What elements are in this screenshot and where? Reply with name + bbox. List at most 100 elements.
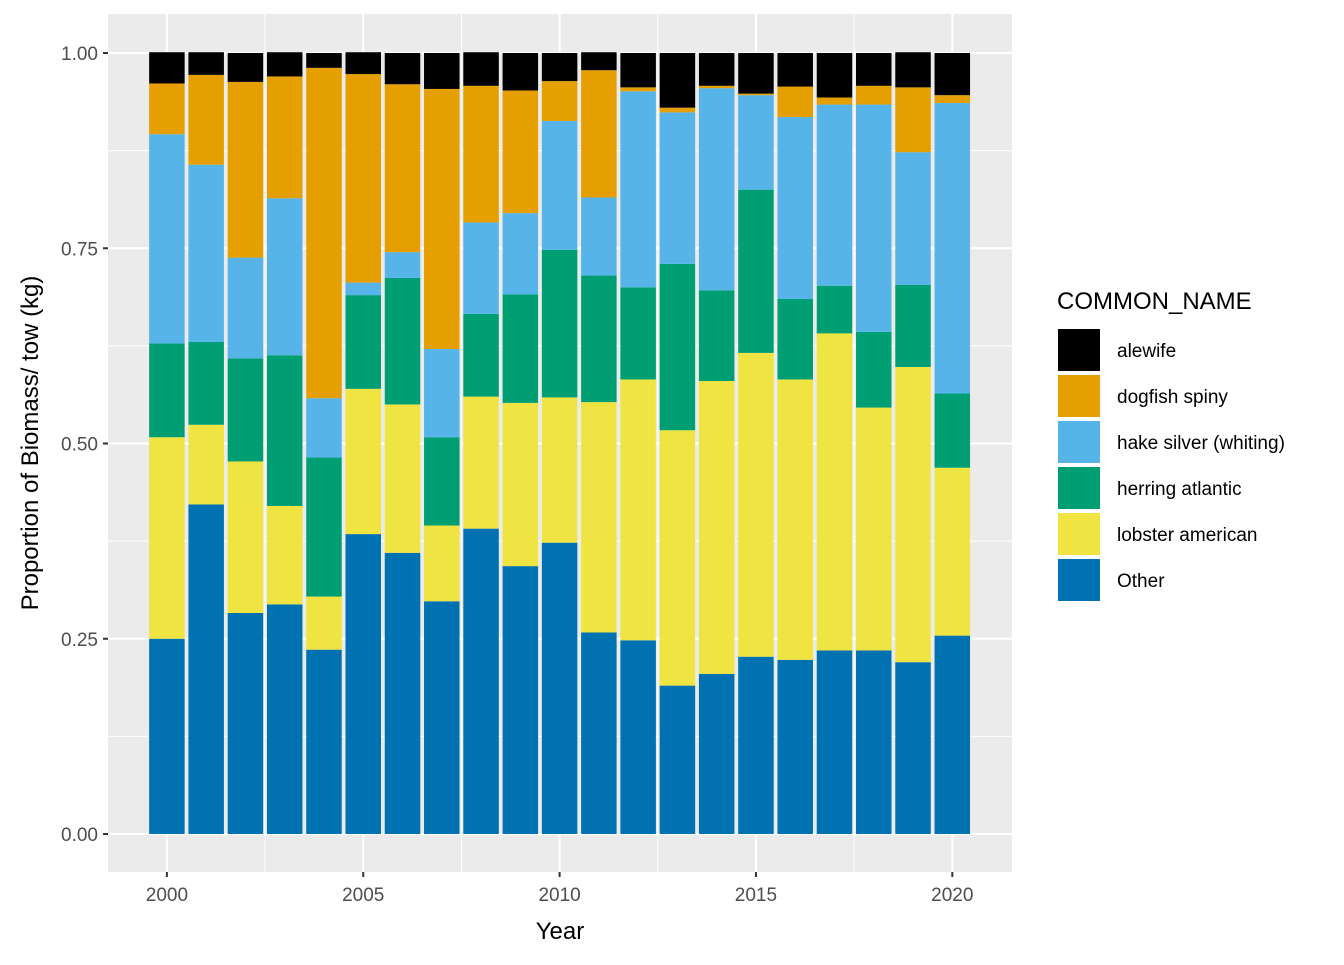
bar-segment-herring-atlantic-2015	[738, 189, 774, 353]
bar-segment-hake-silver-whiting-2014	[698, 88, 735, 291]
bar-segment-herring-atlantic-2005	[345, 295, 381, 389]
legend-label-alewife: alewife	[1117, 341, 1176, 362]
bar-segment-alewife-2018	[856, 53, 892, 86]
x-tick-label: 2020	[931, 885, 973, 906]
bar-segment-lobster-american-2014	[698, 381, 735, 674]
bar-segment-herring-atlantic-2000	[149, 343, 185, 438]
bar-segment-hake-silver-whiting-2008	[463, 222, 499, 314]
legend-swatch-dogfish-spiny	[1058, 375, 1100, 417]
bar-segment-alewife-2017	[816, 53, 853, 98]
bar-segment-hake-silver-whiting-2019	[895, 152, 931, 285]
bar-segment-dogfish-spiny-2019	[895, 87, 931, 153]
bar-segment-other-2000	[149, 638, 185, 834]
bar-segment-dogfish-spiny-2008	[463, 85, 499, 223]
legend-title: COMMON_NAME	[1057, 288, 1252, 315]
bar-segment-alewife-2020	[934, 53, 971, 96]
bar-segment-alewife-2011	[581, 52, 617, 71]
bar-segment-hake-silver-whiting-2018	[856, 104, 892, 332]
bar-segment-dogfish-spiny-2010	[541, 81, 578, 121]
bar-segment-dogfish-spiny-2009	[502, 90, 539, 214]
bar-segment-dogfish-spiny-2005	[345, 74, 381, 283]
bar-segment-lobster-american-2002	[227, 461, 264, 613]
bar-segment-dogfish-spiny-2020	[934, 95, 971, 103]
bar-segment-lobster-american-2011	[581, 402, 617, 633]
bar-segment-other-2017	[816, 650, 853, 834]
bar-segment-other-2003	[266, 604, 303, 834]
x-tick-label: 2005	[342, 885, 384, 906]
bar-segment-herring-atlantic-2018	[856, 331, 892, 408]
bar-segment-other-2015	[738, 656, 774, 834]
bar-segment-hake-silver-whiting-2001	[188, 164, 224, 342]
bar-segment-lobster-american-2003	[266, 505, 303, 605]
bar-segment-lobster-american-2016	[777, 379, 813, 660]
bar-segment-alewife-2005	[345, 52, 381, 75]
legend-label-herring-atlantic: herring atlantic	[1117, 479, 1242, 500]
bar-segment-dogfish-spiny-2002	[227, 81, 264, 258]
bar-segment-herring-atlantic-2012	[620, 287, 656, 380]
bar-segment-hake-silver-whiting-2009	[502, 213, 539, 295]
bar-segment-lobster-american-2015	[738, 352, 774, 657]
bar-segment-other-2008	[463, 528, 499, 834]
bar-segment-herring-atlantic-2019	[895, 284, 931, 367]
bar-segment-dogfish-spiny-2015	[738, 93, 774, 96]
bar-segment-lobster-american-2001	[188, 424, 224, 505]
bar-segment-dogfish-spiny-2018	[856, 85, 892, 105]
bar-segment-dogfish-spiny-2007	[424, 88, 460, 349]
bar-segment-herring-atlantic-2006	[384, 277, 421, 405]
bar-segment-other-2014	[698, 673, 735, 834]
bar-segment-dogfish-spiny-2013	[659, 107, 696, 113]
bar-segment-other-2001	[188, 504, 224, 834]
bar-segment-dogfish-spiny-2003	[266, 76, 303, 199]
bar-segment-alewife-2008	[463, 52, 499, 86]
bar-segment-hake-silver-whiting-2016	[777, 117, 813, 300]
x-tick-label: 2010	[538, 885, 580, 906]
legend-label-other: Other	[1117, 571, 1165, 592]
bar-segment-dogfish-spiny-2006	[384, 84, 421, 253]
bar-segment-dogfish-spiny-2011	[581, 70, 617, 198]
bar-segment-hake-silver-whiting-2010	[541, 120, 578, 250]
x-tick-label: 2015	[735, 885, 777, 906]
bar-segment-herring-atlantic-2007	[424, 437, 460, 526]
bar-segment-lobster-american-2012	[620, 379, 656, 641]
bar-segment-other-2005	[345, 534, 381, 834]
bar-segment-alewife-2000	[149, 52, 185, 84]
bar-segment-other-2018	[856, 650, 892, 834]
legend-swatch-herring-atlantic	[1058, 467, 1100, 509]
bar-segment-lobster-american-2005	[345, 388, 381, 535]
legend-label-dogfish-spiny: dogfish spiny	[1117, 387, 1228, 408]
bar-segment-herring-atlantic-2004	[306, 457, 342, 597]
bar-segment-alewife-2010	[541, 53, 578, 82]
bar-segment-lobster-american-2009	[502, 402, 539, 567]
bar-segment-herring-atlantic-2016	[777, 299, 813, 380]
bar-segment-dogfish-spiny-2004	[306, 67, 342, 399]
bar-segment-dogfish-spiny-2017	[816, 97, 853, 105]
bar-segment-herring-atlantic-2011	[581, 275, 617, 403]
bar-segment-lobster-american-2004	[306, 596, 342, 650]
y-tick-label: 0.00	[61, 825, 98, 846]
bar-segment-other-2007	[424, 601, 460, 834]
bar-segment-dogfish-spiny-2014	[698, 85, 735, 89]
bar-segment-herring-atlantic-2010	[541, 249, 578, 398]
bar-segment-hake-silver-whiting-2011	[581, 197, 617, 276]
bar-segment-hake-silver-whiting-2017	[816, 104, 853, 286]
y-axis-title: Proportion of Biomass/ tow (kg)	[17, 276, 44, 611]
bars-layer	[149, 52, 971, 834]
legend-swatch-alewife	[1058, 329, 1100, 371]
bar-segment-lobster-american-2019	[895, 366, 931, 663]
legend-label-lobster-american: lobster american	[1117, 525, 1257, 546]
bar-segment-other-2006	[384, 552, 421, 834]
legend: COMMON_NAME alewife dogfish spiny hake sil…	[1057, 288, 1285, 601]
bar-segment-other-2011	[581, 632, 617, 834]
bar-segment-other-2010	[541, 542, 578, 834]
bar-segment-hake-silver-whiting-2020	[934, 102, 971, 394]
bar-segment-lobster-american-2020	[934, 467, 971, 636]
bar-segment-herring-atlantic-2020	[934, 393, 971, 468]
bar-segment-other-2019	[895, 662, 931, 834]
bar-segment-lobster-american-2013	[659, 430, 696, 686]
bar-segment-alewife-2014	[698, 53, 735, 86]
bar-segment-herring-atlantic-2017	[816, 285, 853, 334]
y-tick-label: 0.25	[61, 630, 98, 651]
bar-segment-hake-silver-whiting-2000	[149, 134, 185, 344]
